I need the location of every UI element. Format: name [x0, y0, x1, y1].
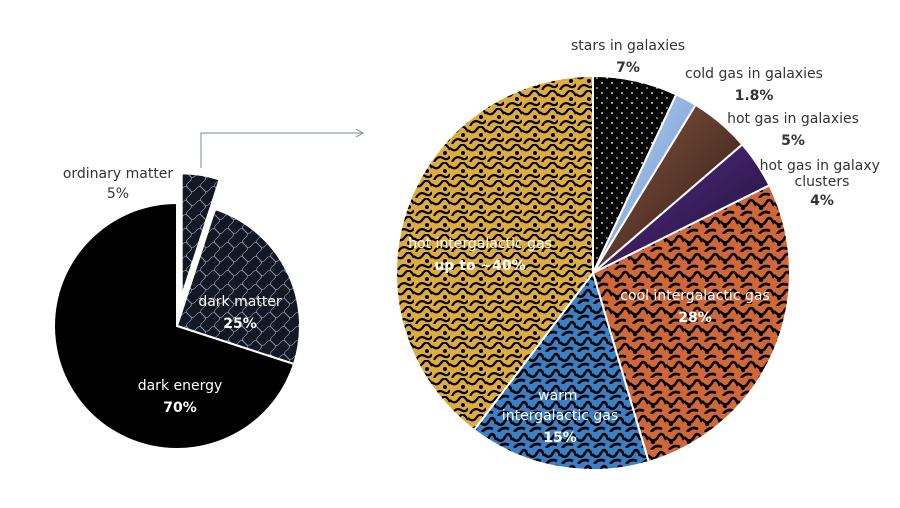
value-dark-matter: 25% [223, 316, 257, 332]
matter-energy-pie [53, 172, 301, 450]
label-cold-gas: cold gas in galaxies [685, 66, 823, 82]
value-ordinary-matter: 5% [107, 186, 129, 202]
label-hot-intergalactic-gas: hot intergalactic gas [408, 236, 552, 252]
ordinary-matter-pie [395, 74, 791, 472]
label-stars-in-galaxies: stars in galaxies [571, 38, 685, 54]
slice-dark-matter [175, 207, 301, 366]
value-hot-gas-galaxies: 5% [781, 133, 805, 149]
label-cool-intergalactic-gas: cool intergalactic gas [620, 288, 769, 304]
label-ordinary-matter: ordinary matter [63, 166, 174, 182]
slice-cool-intergalactic-gas [591, 183, 791, 464]
connector-arrowhead-icon [355, 128, 365, 138]
label-dark-energy: dark energy [138, 378, 223, 394]
label-dark-matter: dark matter [198, 294, 282, 310]
slice-hot-intergalactic-gas [395, 74, 594, 432]
label-warm-intergalactic-gas: warm intergalactic gas [502, 388, 618, 424]
value-dark-energy: 70% [163, 400, 197, 416]
label-hot-gas-clusters: hot gas in galaxy clusters [760, 158, 885, 190]
label-hot-gas-galaxies: hot gas in galaxies [727, 111, 859, 127]
value-warm-intergalactic-gas: 15% [543, 430, 577, 446]
slice-warm-intergalactic-gas [472, 270, 650, 472]
value-hot-gas-clusters: 4% [810, 193, 834, 209]
value-cool-intergalactic-gas: 28% [678, 310, 712, 326]
value-stars-in-galaxies: 7% [616, 60, 640, 76]
connector-arrow [200, 132, 362, 168]
slice-ordinary-matter [180, 172, 221, 297]
value-cold-gas: 1.8% [735, 88, 774, 104]
slice-dark-energy [53, 201, 296, 450]
value-hot-intergalactic-gas: up to ~40% [434, 258, 525, 274]
